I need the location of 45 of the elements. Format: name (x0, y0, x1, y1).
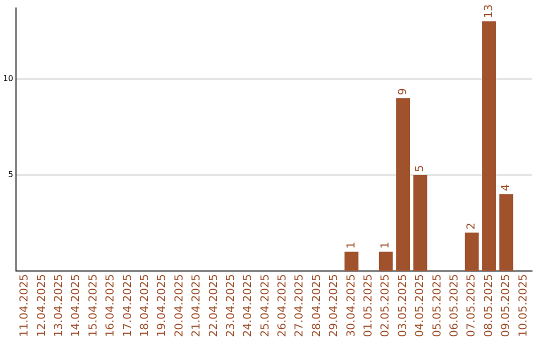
bar (499, 194, 514, 272)
data-label: 2 (464, 222, 478, 230)
x-tick-label: 04.05.2025 (413, 274, 426, 338)
data-label: 13 (482, 4, 495, 18)
x-tick-label: 20.04.2025 (172, 274, 186, 338)
x-tick-label: 22.04.2025 (206, 274, 220, 338)
x-tick-label: 28.04.2025 (310, 274, 323, 338)
data-label: 9 (396, 88, 409, 96)
data-label: 1 (378, 242, 392, 249)
x-tick-label: 06.05.2025 (447, 274, 460, 338)
x-tick-label: 07.05.2025 (464, 274, 478, 338)
bar (396, 98, 410, 272)
x-tick-label: 23.04.2025 (224, 274, 237, 338)
data-label: 4 (499, 184, 512, 192)
bar (482, 21, 496, 272)
x-tick-label: 29.04.2025 (327, 274, 340, 338)
bar (464, 232, 479, 272)
x-tick-label: 18.04.2025 (138, 274, 151, 338)
y-tick-label: 10 (2, 74, 14, 83)
x-tick-label: 25.04.2025 (258, 274, 272, 338)
x-tick-label: 17.04.2025 (120, 274, 134, 338)
data-label: 5 (413, 164, 426, 172)
x-tick-label: 11.04.2025 (18, 274, 31, 338)
x-tick-label: 27.04.2025 (292, 274, 306, 338)
x-tick-label: 16.04.2025 (104, 274, 117, 338)
x-tick-label: 09.05.2025 (499, 274, 512, 338)
x-tick-label: 01.05.2025 (362, 274, 375, 338)
bar (413, 174, 428, 272)
data-label: 1 (344, 242, 358, 249)
bar (378, 252, 393, 272)
bar (344, 252, 358, 272)
x-tick-label: 21.04.2025 (190, 274, 203, 338)
x-tick-label: 05.05.2025 (430, 274, 444, 338)
x-tick-label: 03.05.2025 (396, 274, 409, 338)
x-tick-label: 30.04.2025 (344, 274, 358, 338)
x-tick-label: 26.04.2025 (276, 274, 289, 338)
x-tick-label: 14.04.2025 (69, 274, 82, 338)
x-tick-label: 02.05.2025 (378, 274, 392, 338)
x-tick-label: 19.04.2025 (155, 274, 168, 338)
x-tick-label: 13.04.2025 (52, 274, 66, 338)
x-tick-label: 10.05.2025 (516, 274, 530, 338)
x-tick-label: 12.04.2025 (34, 274, 48, 338)
x-tick-label: 15.04.2025 (86, 274, 100, 338)
x-tick-label: 08.05.2025 (482, 274, 495, 338)
x-tick-label: 24.04.2025 (241, 274, 254, 338)
